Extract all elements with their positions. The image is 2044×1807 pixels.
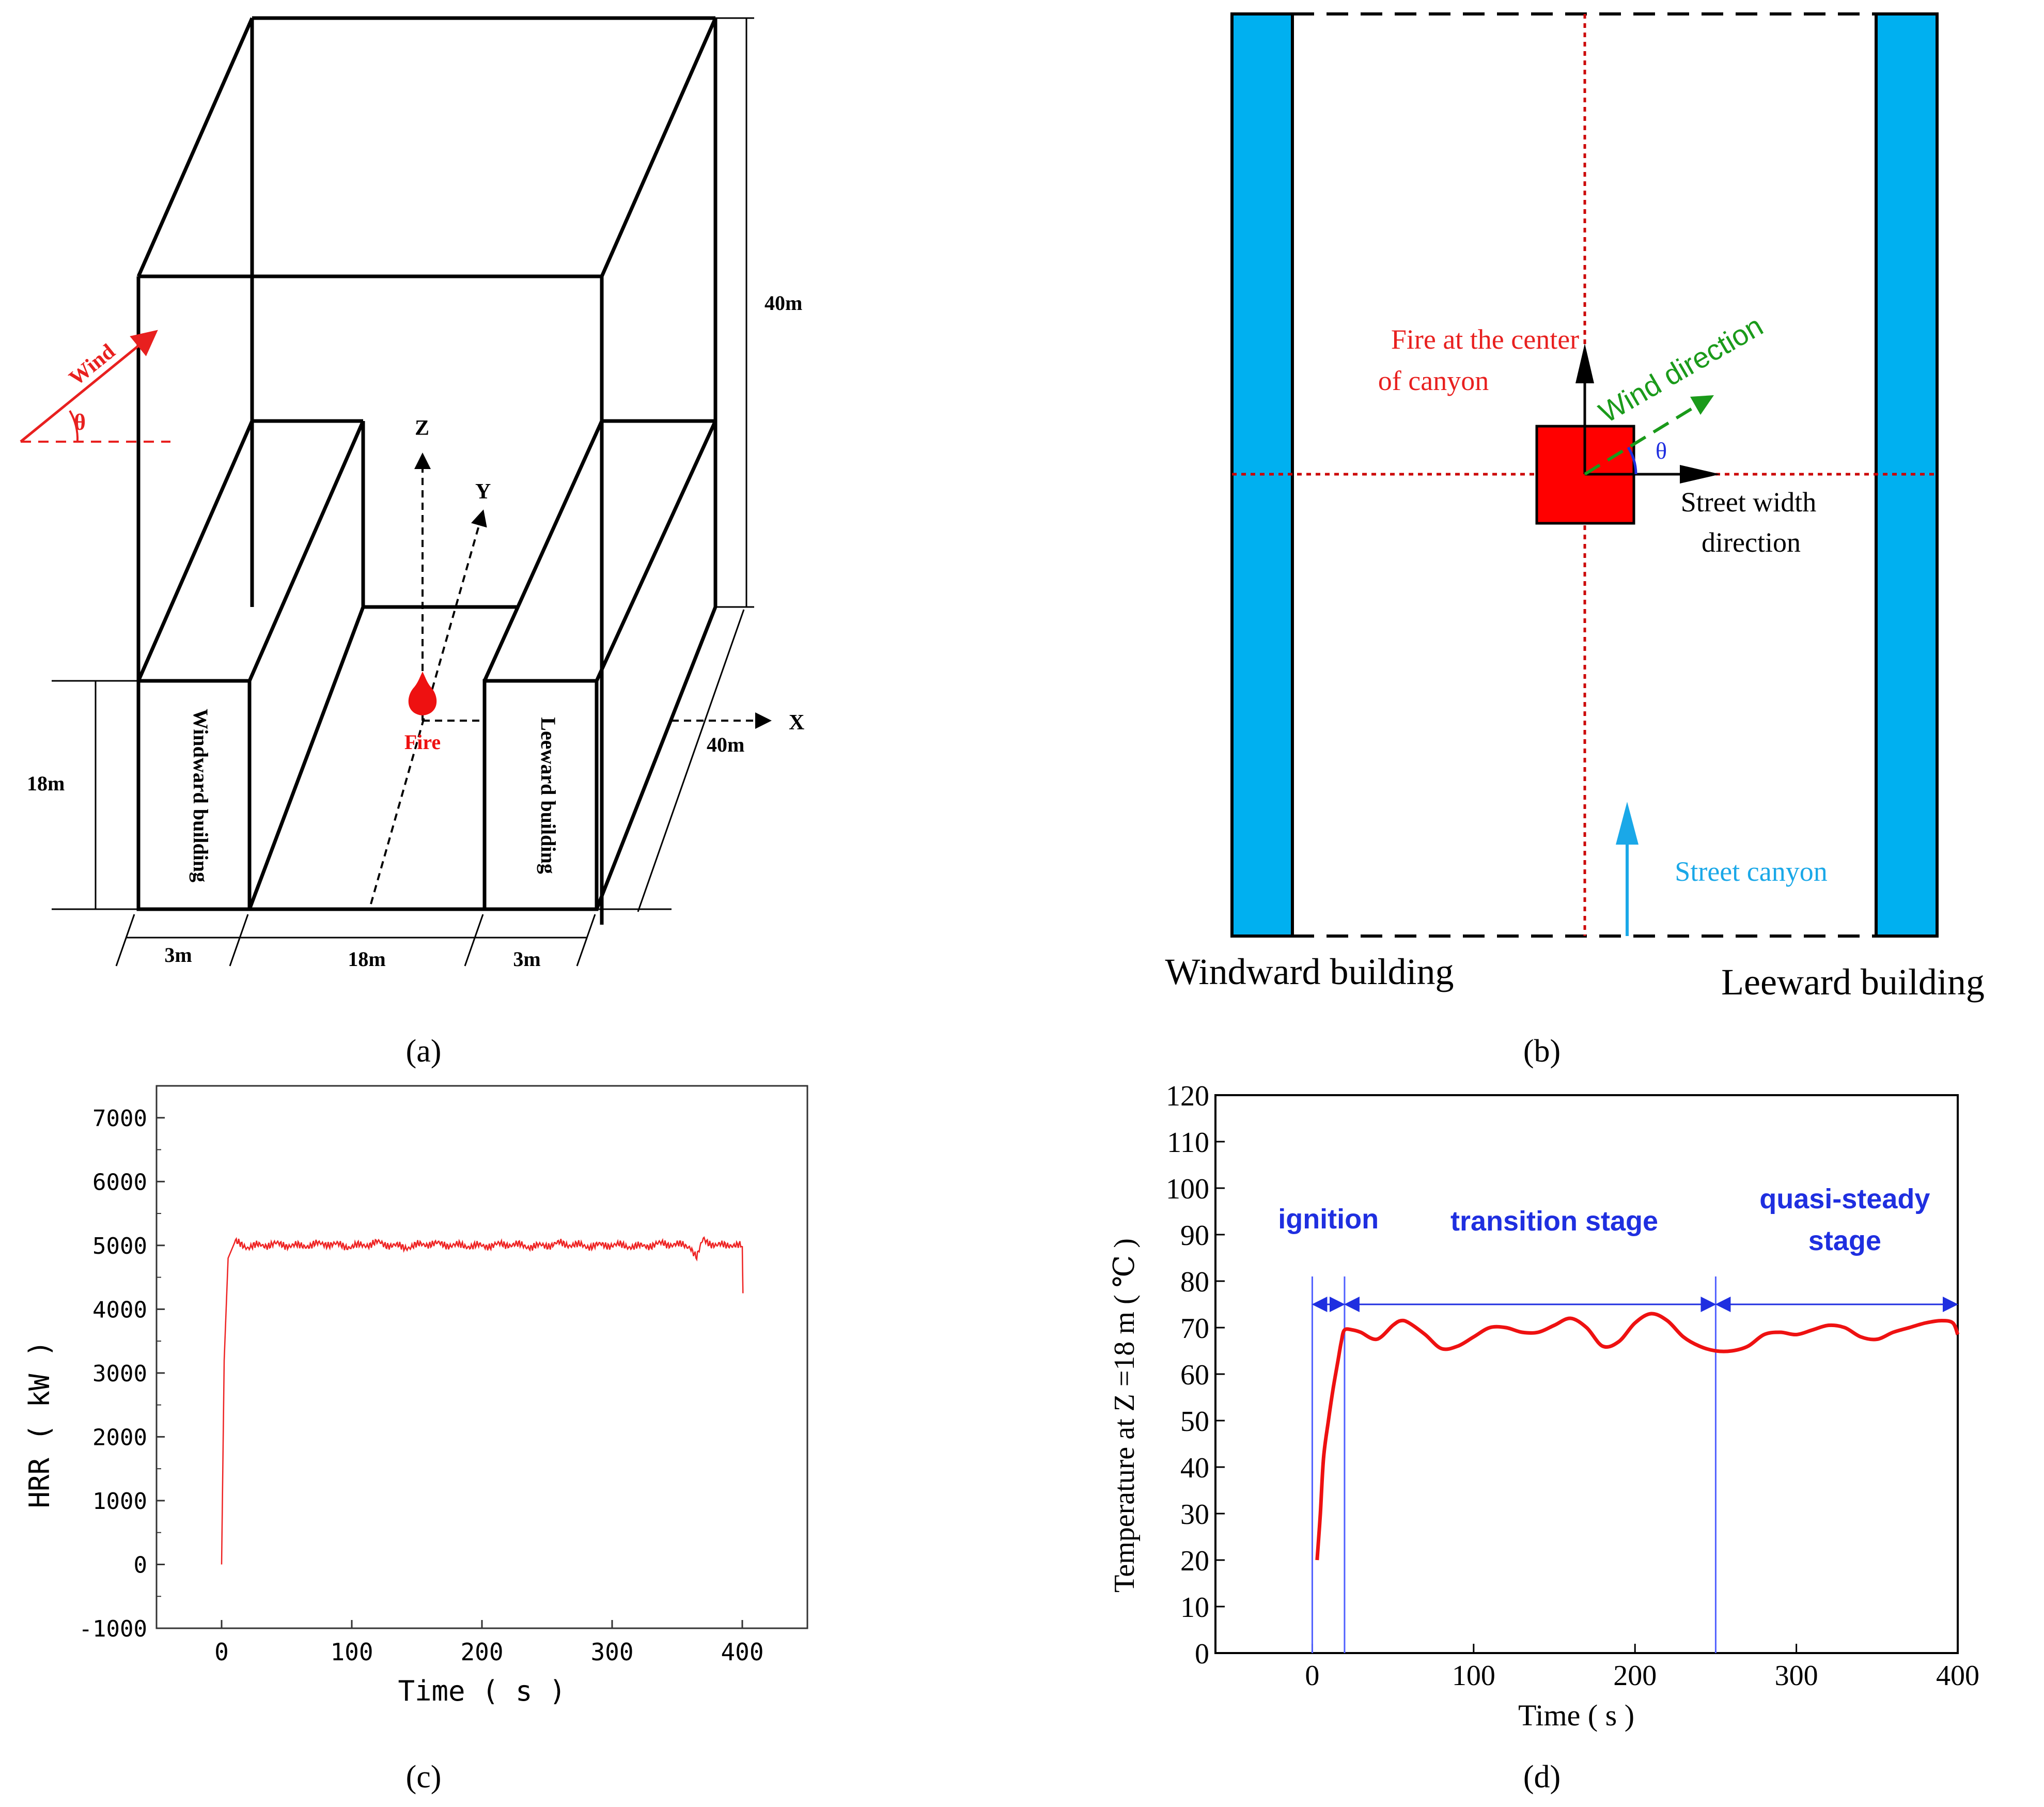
y-tick-label-d: 0 [1195,1638,1209,1670]
y-tick-label-c: 3000 [92,1361,147,1387]
x-tick-label-c: 100 [330,1638,373,1666]
x-tick-label-c: 0 [214,1638,229,1666]
y-tick-label-d: 120 [1166,1080,1209,1112]
y-tick-label-c: 5000 [92,1233,147,1259]
y-axis-title-d: Temperature at Z =18 m ( ℃ ) [1109,1238,1141,1593]
x-tick-label-d: 300 [1775,1660,1818,1692]
plot-frame-d [1214,1094,1959,1654]
axis-x-label: X [789,711,804,735]
y-tick-label-d: 10 [1180,1592,1209,1624]
dim-right-width: 3m [513,947,540,971]
wind-indicator [20,330,170,443]
y-tick-label-c: 0 [134,1552,148,1578]
plot-frame-c [155,1085,808,1629]
temperature-series-line [1315,1312,1960,1561]
x-tick-label-d: 0 [1305,1660,1319,1692]
fire-icon [408,672,437,715]
y-tick-label-d: 40 [1180,1452,1209,1484]
stage-label-quasi-2: stage [1808,1225,1881,1256]
panel-c-chart: 0 100 200 300 400 -1000 0 1000 2000 3000 4000 5000 6… [23,1085,808,1707]
y-tick-label-d: 60 [1180,1359,1209,1391]
stage-label-transition: transition stage [1450,1206,1658,1237]
y-tick-label-c: 1000 [92,1488,147,1515]
stage-label-quasi-1: quasi-steady [1759,1183,1930,1214]
y-tick-label-c: 6000 [92,1169,147,1195]
wind-direction-text: Wind direction [1594,309,1769,429]
y-tick-label-c: -1000 [79,1616,147,1642]
x-tick-label-c: 200 [460,1638,503,1666]
street-width-text-1: Street width [1681,487,1816,518]
panel-d-label: (d) [1523,1759,1561,1795]
theta-symbol: θ [74,410,86,435]
panel-a-dimensions [52,17,754,967]
x-tick-label-c: 400 [721,1638,763,1666]
y-tick-label-d: 50 [1180,1406,1209,1438]
fire-label: Fire [404,730,441,754]
leeward-building-label: Leeward building [537,717,560,874]
y-tick-label-c: 4000 [92,1297,147,1323]
fire-center-text-1: Fire at the center [1391,324,1579,355]
axis-y-label: Y [475,480,491,504]
y-tick-label-d: 30 [1180,1499,1209,1531]
street-canyon-text: Street canyon [1675,856,1827,887]
hrr-series-line [221,1236,744,1565]
y-tick-label-d: 20 [1180,1545,1209,1577]
panel-b [1230,12,1939,938]
y-tick-label-d: 100 [1166,1173,1209,1205]
dim-building-height: 18m [27,772,65,795]
y-tick-label-d: 80 [1180,1266,1209,1298]
dim-left-width: 3m [164,943,192,967]
panel-d-chart: 0 100 200 300 400 0 10 20 30 40 50 60 70 80 90 100 110 12… [1109,1080,1979,1732]
y-tick-label-d: 110 [1167,1127,1209,1159]
panel-c-label: (c) [406,1759,442,1795]
y-tick-label-d: 90 [1180,1220,1209,1252]
y-tick-label-c: 2000 [92,1424,147,1451]
x-tick-label-c: 300 [590,1638,633,1666]
axis-z-label: Z [415,416,429,440]
y-tick-label-d: 70 [1180,1313,1209,1345]
theta-b: θ [1656,438,1667,464]
x-tick-label-d: 400 [1936,1660,1979,1692]
windward-building-label: Windward building [189,709,212,882]
dim-domain-height: 40m [764,291,802,315]
windward-building-caption: Windward building [1165,951,1454,992]
x-axis-title-d: Time ( s ) [1518,1699,1634,1732]
panel-a-label: (a) [406,1034,442,1069]
panel-a [136,16,717,925]
y-axis-title-c: HRR ( kW ) [23,1340,56,1508]
x-tick-label-d: 200 [1613,1660,1657,1692]
x-axis-title-c: Time ( s ) [398,1675,566,1707]
fire-center-text-2: of canyon [1378,365,1489,396]
dim-domain-depth: 40m [707,733,744,756]
leeward-building-caption: Leeward building [1721,961,1985,1003]
dim-street-width: 18m [348,947,385,971]
y-tick-label-c: 7000 [92,1105,147,1132]
x-tick-label-d: 100 [1452,1660,1495,1692]
panel-b-label: (b) [1523,1034,1561,1069]
street-width-text-2: direction [1702,527,1801,558]
stage-label-ignition: ignition [1278,1204,1379,1235]
